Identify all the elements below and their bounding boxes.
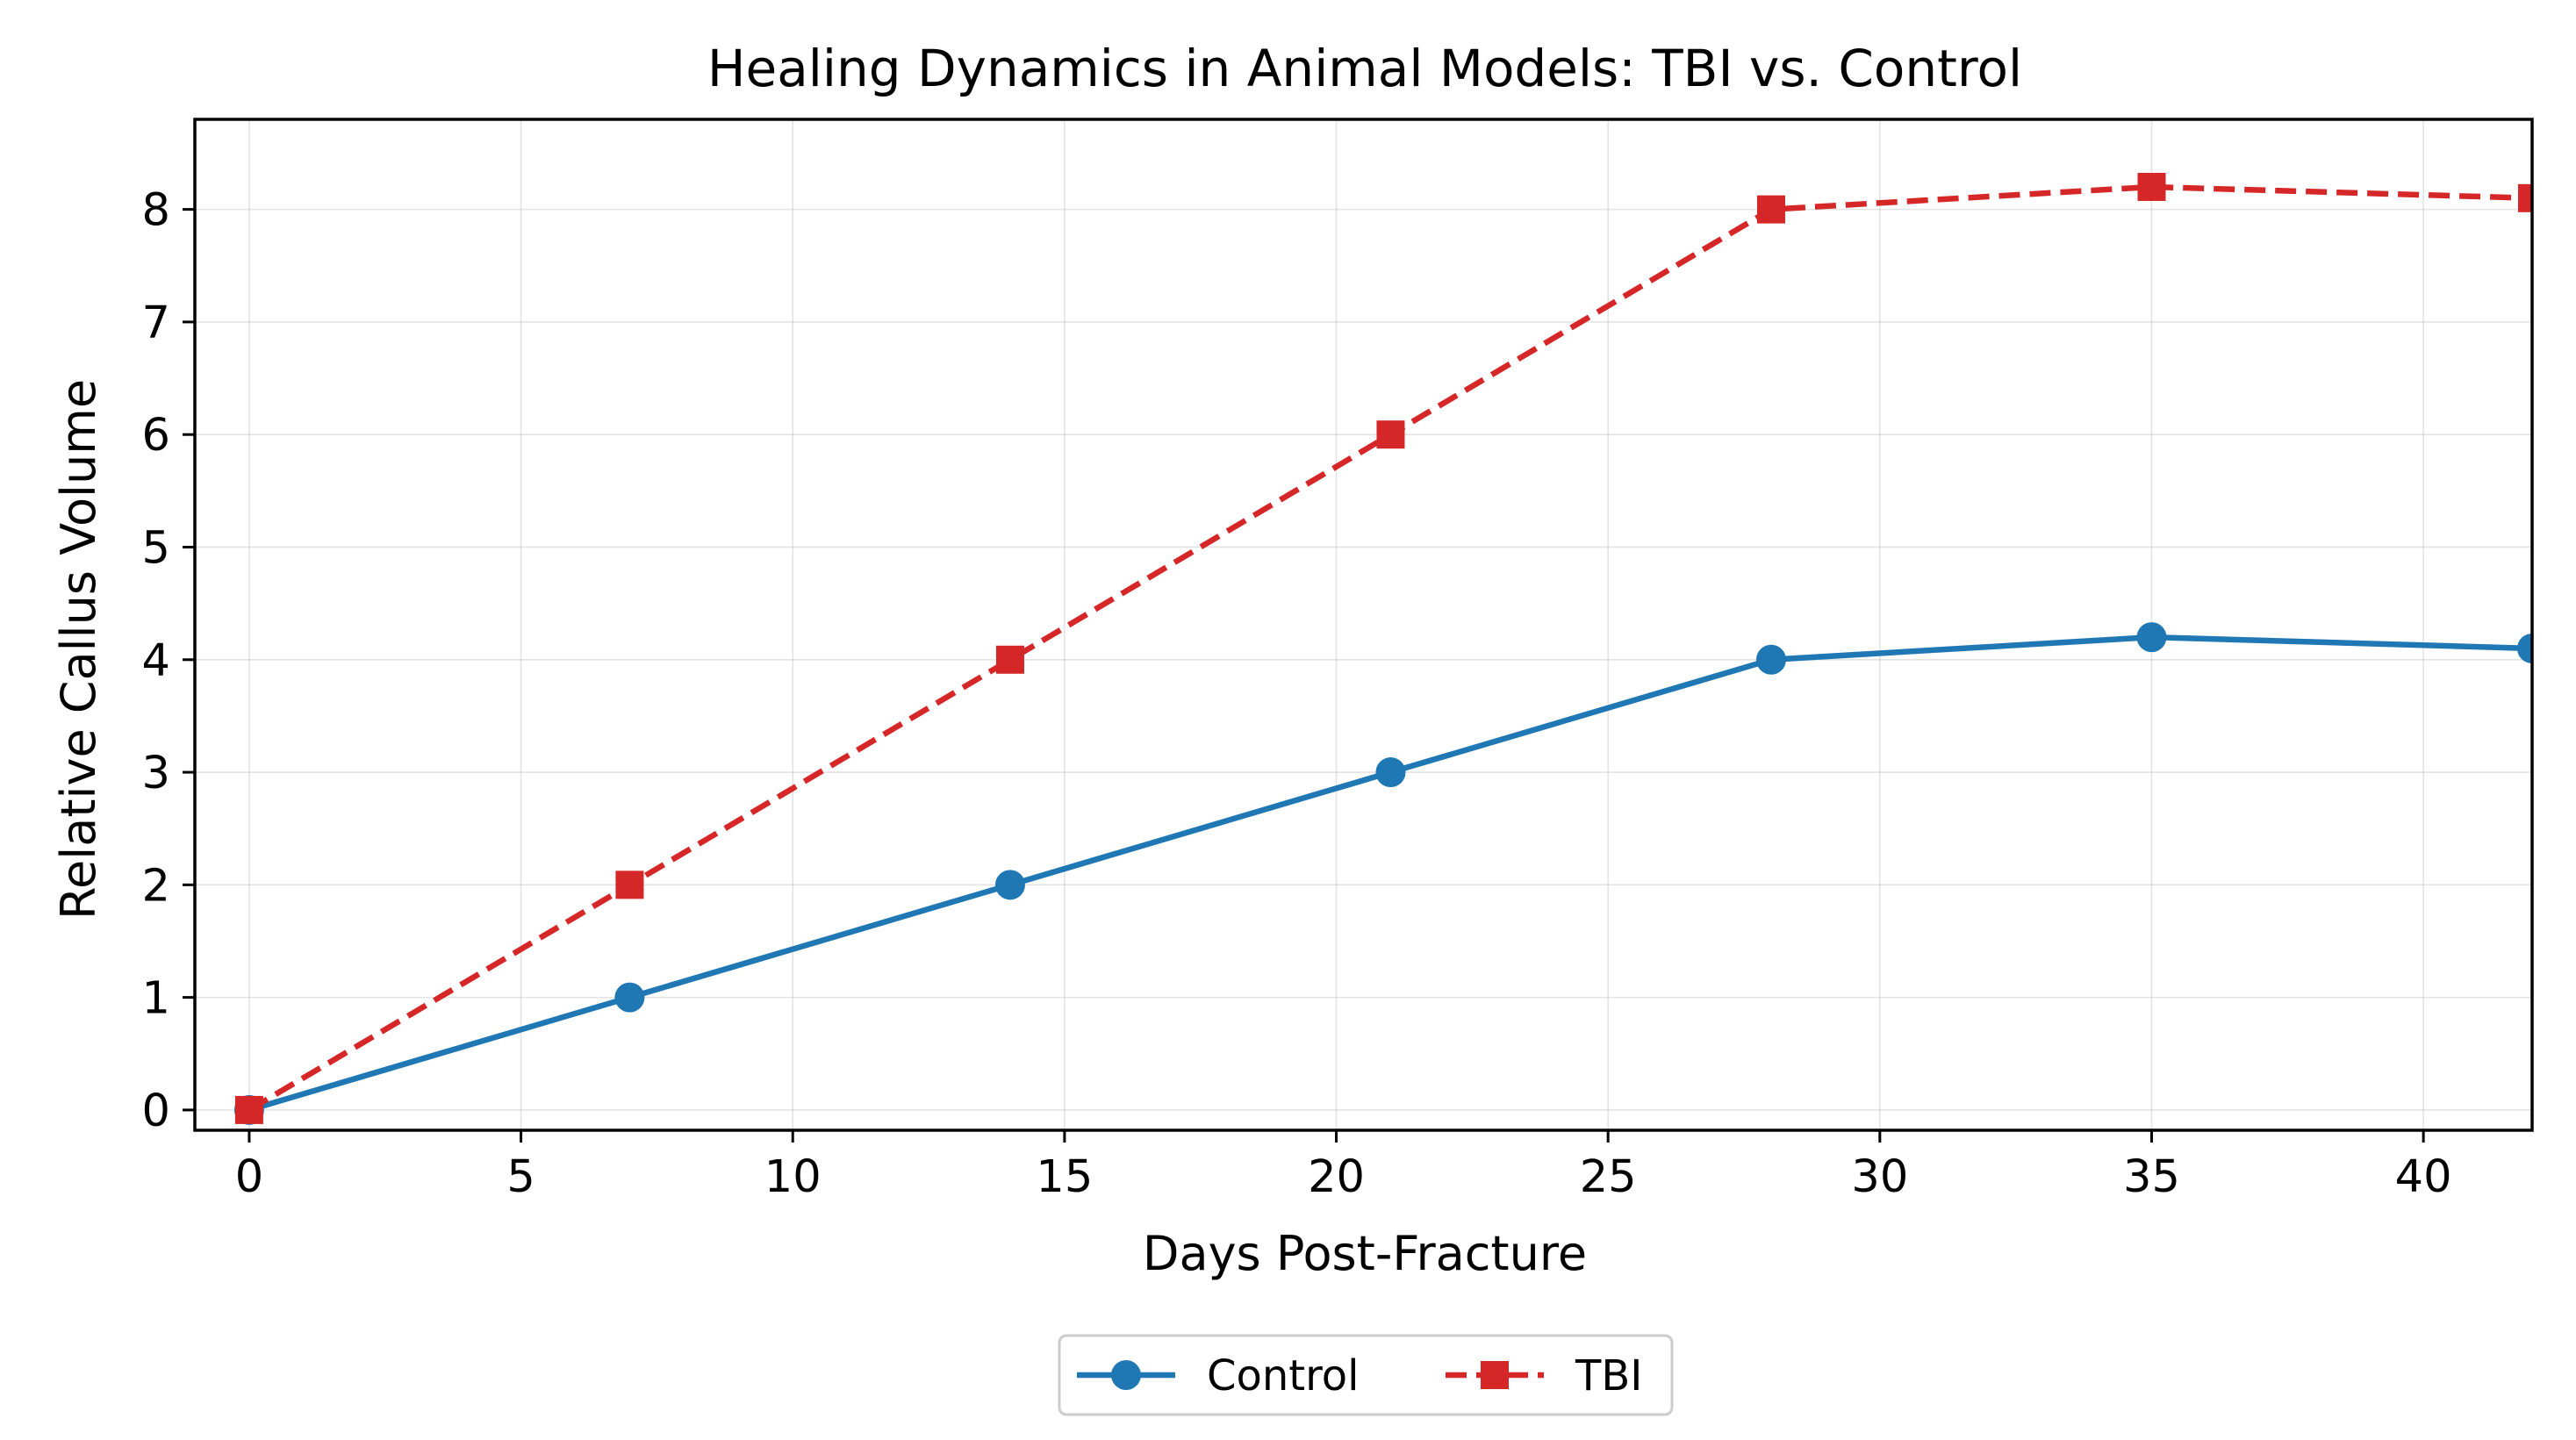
legend-marker-tbi (1481, 1361, 1509, 1389)
x-tick-label: 35 (2123, 1151, 2180, 1203)
data-point-control (2136, 622, 2167, 653)
series-control (233, 622, 2533, 1125)
x-tick-label: 40 (2395, 1151, 2452, 1203)
y-tick-label: 1 (142, 973, 170, 1025)
data-point-control (614, 982, 645, 1013)
data-point-tbi (1756, 195, 1785, 224)
y-tick-label: 6 (142, 410, 170, 462)
legend: Control TBI (1058, 1334, 1674, 1416)
data-point-tbi (2518, 183, 2533, 212)
series-layer (233, 172, 2533, 1125)
data-point-control (1755, 644, 1786, 675)
x-tick-label: 5 (506, 1151, 535, 1203)
legend-box (1058, 1334, 1674, 1416)
data-point-tbi (2137, 172, 2166, 201)
y-tick-label: 8 (142, 185, 170, 237)
y-tick-label: 0 (142, 1085, 170, 1137)
data-point-tbi (234, 1095, 263, 1124)
y-tick-label: 7 (142, 297, 170, 349)
chart-title: Healing Dynamics in Animal Models: TBI v… (707, 39, 2022, 98)
data-point-tbi (995, 645, 1024, 674)
x-tick-label: 0 (235, 1151, 263, 1203)
y-tick-label: 5 (142, 522, 170, 574)
legend-marker-control (1111, 1360, 1141, 1390)
data-point-control (1375, 757, 1406, 788)
legend-item-tbi: TBI (1446, 1351, 1642, 1401)
x-tick-label: 30 (1851, 1151, 1908, 1203)
y-axis-label: Relative Callus Volume (51, 379, 106, 920)
x-tick-label: 15 (1036, 1151, 1093, 1203)
legend-item-control: Control (1077, 1351, 1360, 1401)
plot-frame (193, 118, 2534, 1132)
x-tick-label: 10 (764, 1151, 822, 1203)
data-point-control (2517, 633, 2533, 663)
data-point-tbi (615, 870, 644, 899)
legend-label-control: Control (1207, 1351, 1360, 1401)
x-axis-label: Days Post-Fracture (1143, 1226, 1587, 1281)
grid (195, 119, 2532, 1130)
series-tbi (234, 172, 2533, 1124)
x-tick-label: 25 (1580, 1151, 1637, 1203)
y-tick-label: 2 (142, 860, 170, 912)
y-tick-label: 3 (142, 748, 170, 799)
legend-label-tbi: TBI (1575, 1351, 1642, 1401)
axis-ticks: 0 5 10 15 20 25 30 35 40 0 1 2 3 4 5 6 7 8 (142, 185, 2452, 1203)
y-tick-label: 4 (142, 635, 170, 687)
data-point-control (994, 870, 1025, 900)
data-point-tbi (1376, 420, 1405, 449)
x-tick-label: 20 (1308, 1151, 1365, 1203)
